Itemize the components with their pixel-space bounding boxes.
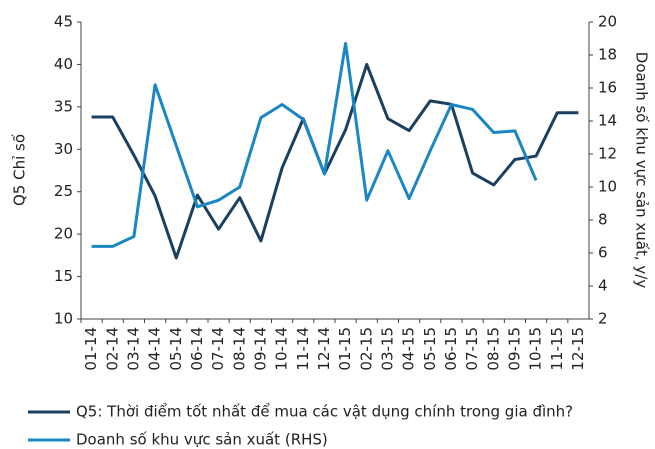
y-tick-label: 35 — [54, 97, 73, 115]
x-tick-label: 06-15 — [442, 327, 460, 371]
y2-tick-label: 16 — [598, 79, 617, 97]
y2-tick-label: 18 — [598, 46, 617, 64]
x-tick-label: 10-14 — [273, 327, 291, 371]
x-tick-label: 12-15 — [569, 327, 587, 371]
y2-tick-label: 20 — [598, 13, 617, 31]
y-axis-label: Q5 Chỉ số — [11, 133, 29, 206]
y2-axis-label: Doanh số khu vực sản xuất, y/y — [633, 52, 651, 289]
y-tick-label: 20 — [54, 225, 73, 243]
x-tick-label: 08-15 — [484, 327, 502, 371]
x-tick-label: 02-14 — [103, 327, 121, 371]
y-tick-label: 40 — [54, 55, 73, 73]
x-tick-label: 07-15 — [463, 327, 481, 371]
series-line — [91, 41, 538, 248]
x-tick-label: 05-15 — [421, 327, 439, 371]
y2-tick-label: 12 — [598, 145, 617, 163]
y-tick-label: 45 — [54, 13, 73, 31]
y-tick-label: 10 — [54, 310, 73, 328]
x-tick-label: 05-14 — [167, 327, 185, 371]
legend-label: Doanh số khu vực sản xuất (RHS) — [76, 431, 328, 449]
x-tick-label: 11-15 — [548, 327, 566, 371]
x-tick-label: 10-15 — [527, 327, 545, 371]
legend-label: Q5: Thời điểm tốt nhất để mua các vật dụ… — [76, 403, 573, 421]
series-line — [91, 62, 579, 260]
x-tick-label: 09-14 — [251, 327, 269, 371]
y2-tick-label: 10 — [598, 178, 617, 196]
y2-tick-label: 8 — [598, 211, 608, 229]
x-tick-label: 04-14 — [146, 327, 164, 371]
y2-tick-label: 6 — [598, 244, 608, 262]
x-tick-label: 02-15 — [357, 327, 375, 371]
x-tick-label: 01-15 — [336, 327, 354, 371]
x-tick-label: 01-14 — [82, 327, 100, 371]
y2-tick-label: 4 — [598, 277, 608, 295]
x-tick-label: 11-14 — [294, 327, 312, 371]
y-tick-label: 30 — [54, 140, 73, 158]
x-tick-label: 07-14 — [209, 327, 227, 371]
x-tick-label: 08-14 — [230, 327, 248, 371]
x-tick-label: 09-15 — [505, 327, 523, 371]
x-tick-label: 06-14 — [188, 327, 206, 371]
x-tick-label: 12-14 — [315, 327, 333, 371]
y-tick-label: 15 — [54, 267, 73, 285]
x-tick-label: 03-14 — [124, 327, 142, 371]
y2-tick-label: 2 — [598, 310, 608, 328]
y-tick-label: 25 — [54, 182, 73, 200]
y2-tick-label: 14 — [598, 112, 617, 130]
x-tick-label: 04-15 — [400, 327, 418, 371]
x-tick-label: 03-15 — [378, 327, 396, 371]
